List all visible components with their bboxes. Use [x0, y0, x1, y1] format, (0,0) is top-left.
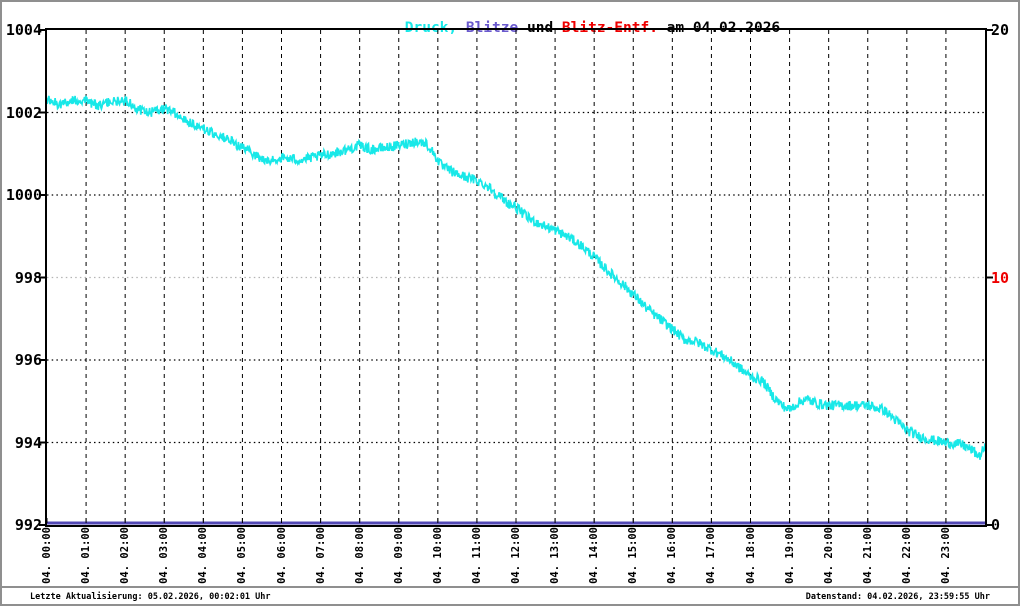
x-axis-tick-label: 04. 23:00 — [939, 527, 952, 584]
right-axis-tick-label: 20 — [991, 21, 1010, 39]
x-axis-tick-label: 04. 13:00 — [549, 527, 562, 584]
x-axis-tick-label: 04. 05:00 — [236, 527, 249, 584]
right-axis-tick-label: 10 — [991, 268, 1010, 287]
x-axis-tick-label: 04. 00:00 — [41, 527, 53, 584]
status-bar: Letzte Aktualisierung: 05.02.2026, 00:02… — [0, 586, 1020, 606]
left-axis-tick-label: 994 — [14, 433, 42, 452]
x-axis-tick-label: 04. 04:00 — [197, 527, 210, 584]
left-axis-tick-label: 1002 — [5, 103, 42, 122]
x-axis-tick-label: 04. 17:00 — [705, 527, 718, 584]
x-axis-tick-label: 04. 07:00 — [314, 527, 327, 584]
left-axis-tick-label: 998 — [14, 268, 42, 287]
x-axis-tick-label: 04. 22:00 — [900, 527, 913, 584]
x-axis-tick-label: 04. 16:00 — [666, 527, 679, 584]
left-axis-tick-label: 996 — [14, 351, 42, 369]
left-axis-tick-label: 1000 — [5, 186, 42, 204]
x-axis-tick-label: 04. 20:00 — [822, 527, 835, 584]
right-axis-tick-label: 0 — [991, 516, 1001, 534]
x-axis-tick-label: 04. 11:00 — [470, 527, 483, 584]
x-axis-tick-label: 04. 14:00 — [588, 527, 601, 584]
x-axis-tick-label: 04. 02:00 — [119, 527, 132, 584]
x-axis-tick-label: 04. 18:00 — [744, 527, 757, 584]
left-axis-tick-label: 992 — [14, 516, 42, 534]
x-axis-tick-label: 04. 08:00 — [353, 527, 366, 584]
x-axis-tick-label: 04. 15:00 — [627, 527, 640, 584]
x-axis-tick-label: 04. 06:00 — [275, 527, 288, 584]
druck-pressure-curve — [46, 94, 986, 460]
x-axis-tick-label: 04. 01:00 — [80, 527, 93, 584]
x-axis-tick-label: 04. 03:00 — [158, 527, 171, 584]
last-update-text: Letzte Aktualisierung: 05.02.2026, 00:02… — [30, 592, 271, 602]
data-state-text: Datenstand: 04.02.2026, 23:59:55 Uhr — [805, 592, 990, 602]
x-axis-tick-label: 04. 10:00 — [431, 527, 444, 584]
x-axis-tick-label: 04. 12:00 — [510, 527, 522, 584]
x-axis-tick-label: 04. 19:00 — [783, 527, 796, 584]
axes-frame — [45, 28, 987, 527]
left-axis-tick-label: 1004 — [5, 21, 42, 39]
x-axis-tick-label: 04. 21:00 — [861, 527, 874, 584]
x-axis-tick-label: 04. 09:00 — [392, 527, 405, 584]
